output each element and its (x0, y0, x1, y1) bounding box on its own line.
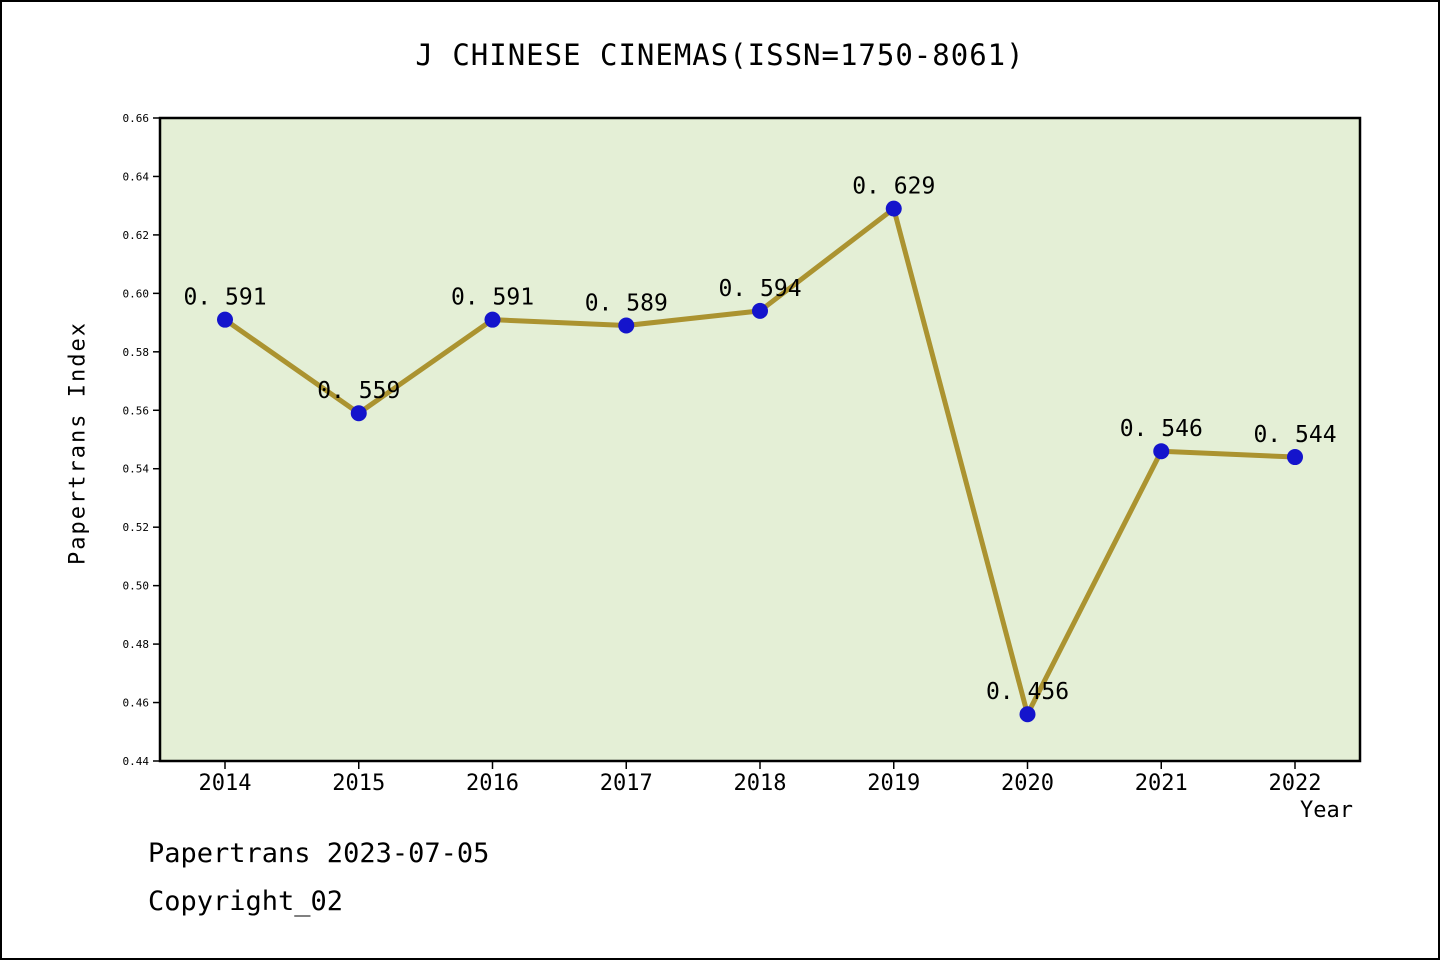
data-label: 0. 591 (451, 285, 534, 311)
x-tick-label: 2021 (1135, 771, 1188, 796)
y-tick-label: 0.64 (123, 170, 150, 183)
x-tick-label: 2014 (199, 771, 252, 796)
data-label: 0. 546 (1120, 416, 1203, 442)
x-tick-label: 2019 (867, 771, 920, 796)
y-tick-label: 0.44 (123, 755, 150, 768)
data-point (484, 311, 501, 328)
x-tick-label: 2015 (332, 771, 385, 796)
y-tick-label: 0.48 (123, 638, 150, 651)
y-axis-label: Papertrans Index (65, 321, 91, 565)
data-point (618, 317, 635, 334)
y-tick-label: 0.58 (123, 346, 150, 359)
data-label: 0. 544 (1253, 422, 1336, 448)
x-tick-label: 2016 (466, 771, 519, 796)
data-point (350, 405, 367, 422)
data-point (752, 302, 768, 319)
footer-papertrans-date: Papertrans 2023-07-05 (148, 838, 490, 869)
data-label: 0. 589 (585, 291, 668, 317)
footer-copyright: Copyright_02 (148, 886, 344, 917)
data-point (885, 200, 902, 217)
data-label: 0. 591 (183, 285, 266, 311)
y-tick-label: 0.52 (123, 521, 150, 534)
y-tick-label: 0.54 (123, 463, 150, 476)
data-point (217, 311, 233, 328)
data-point (1019, 706, 1036, 723)
x-tick-label: 2018 (734, 771, 787, 796)
x-tick-label: 2017 (600, 771, 653, 796)
plot-area (158, 116, 1362, 763)
y-tick-label: 0.46 (123, 697, 150, 710)
data-label: 0. 559 (317, 378, 400, 404)
data-point (1153, 443, 1170, 460)
data-label: 0. 456 (986, 679, 1069, 705)
y-tick-label: 0.60 (123, 287, 150, 300)
data-label: 0. 629 (852, 174, 935, 200)
x-tick-label: 2022 (1269, 771, 1322, 796)
y-tick-label: 0.62 (123, 229, 150, 242)
x-tick-label: 2020 (1001, 771, 1054, 796)
data-label: 0. 594 (718, 276, 801, 302)
x-axis-label: Year (1300, 798, 1353, 823)
y-tick-label: 0.56 (123, 404, 150, 417)
chart-title: J CHINESE CINEMAS(ISSN=1750-8061) (415, 38, 1025, 72)
y-tick-label: 0.50 (123, 580, 150, 593)
y-tick-label: 0.66 (123, 112, 150, 125)
data-point (1287, 449, 1303, 466)
